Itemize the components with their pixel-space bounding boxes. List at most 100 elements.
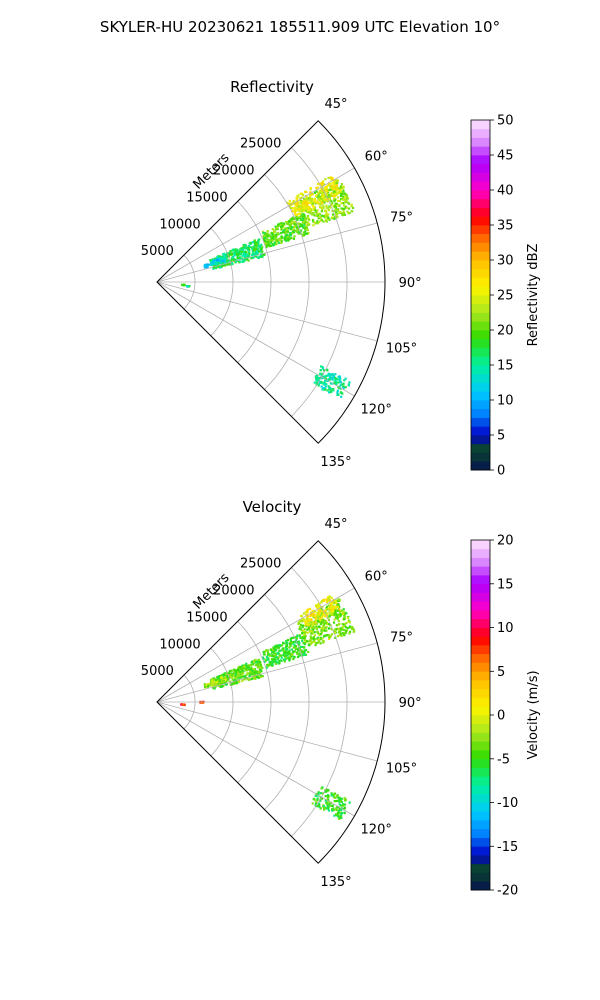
echo-gate-1 bbox=[287, 223, 290, 226]
echo-gate-3 bbox=[230, 672, 233, 675]
echo-gate-0 bbox=[342, 198, 345, 201]
echo-gate-4 bbox=[333, 188, 336, 191]
echo-gate-2 bbox=[277, 644, 280, 647]
echo-gate-0 bbox=[325, 204, 328, 207]
echo-gate-2 bbox=[278, 661, 281, 664]
echo-gate-2 bbox=[221, 264, 224, 267]
echo-gate-0 bbox=[333, 205, 337, 208]
echo-gate-2 bbox=[292, 642, 295, 645]
echo-gate-4 bbox=[325, 187, 328, 190]
echo-gate-0 bbox=[301, 624, 304, 627]
echo-gate-0 bbox=[341, 625, 344, 628]
echo-gate-6 bbox=[336, 391, 339, 394]
echo-gate-0 bbox=[312, 220, 315, 223]
echo-gate-0 bbox=[337, 598, 340, 601]
echo-gate-6 bbox=[315, 800, 318, 803]
echo-gate-0 bbox=[322, 627, 325, 630]
echo-gate-4 bbox=[317, 199, 320, 202]
echo-gate-6 bbox=[323, 808, 326, 811]
echo-gate-6 bbox=[330, 388, 333, 391]
colorbar-label: Reflectivity dBZ bbox=[526, 244, 541, 347]
echo-gate-2 bbox=[282, 651, 286, 654]
echo-gate-2 bbox=[301, 645, 304, 648]
echo-gate-2 bbox=[248, 252, 251, 255]
echo-gate-2 bbox=[246, 247, 249, 250]
echo-gate-2 bbox=[255, 241, 258, 244]
echo-gate-1 bbox=[301, 221, 304, 224]
echo-gate-2 bbox=[237, 251, 240, 254]
echo-gate-6 bbox=[317, 378, 320, 381]
colorbar-tick-label: -15 bbox=[497, 840, 518, 855]
echo-gate-4 bbox=[327, 198, 331, 201]
echo-gate-2 bbox=[247, 245, 250, 248]
echo-gate-2 bbox=[300, 651, 303, 654]
echo-gate-6 bbox=[326, 794, 330, 797]
echo-gate-0 bbox=[303, 216, 307, 219]
echo-gate-0 bbox=[309, 637, 313, 640]
echo-gate-0 bbox=[325, 213, 328, 216]
echo-gate-2 bbox=[283, 658, 286, 661]
echo-gate-3 bbox=[217, 258, 220, 261]
echo-gate-6 bbox=[339, 799, 342, 802]
echo-gate-3 bbox=[246, 664, 249, 668]
colorbar-segment bbox=[471, 610, 490, 620]
echo-gate-1 bbox=[306, 615, 309, 618]
echo-gate-4 bbox=[319, 189, 322, 192]
echo-gate-1 bbox=[283, 238, 286, 241]
echo-gate-6 bbox=[347, 384, 350, 387]
echo-gate-0 bbox=[337, 613, 340, 616]
colorbar-segment bbox=[471, 435, 490, 445]
colorbar: 0 5 10 15 20 25 30 35 40 45 50 Reflectivity dBZ bbox=[470, 114, 541, 479]
echo-gate-4 bbox=[299, 197, 302, 200]
echo-gate-3 bbox=[249, 668, 252, 671]
echo-gate-3 bbox=[241, 668, 244, 671]
echo-gate-1 bbox=[305, 232, 309, 235]
echo-gate-0 bbox=[307, 627, 310, 630]
echo-gate-4 bbox=[223, 678, 226, 681]
echo-gate-4 bbox=[321, 201, 324, 204]
echo-gate-2 bbox=[270, 660, 273, 663]
echo-gate-0 bbox=[328, 608, 331, 611]
echo-gate-4 bbox=[322, 194, 325, 197]
echo-gate-4 bbox=[296, 208, 299, 211]
echo-gate-6 bbox=[318, 802, 321, 805]
colorbar-segment bbox=[471, 592, 490, 602]
theta-tick-label: 120° bbox=[361, 403, 392, 418]
echo-gate-4 bbox=[301, 207, 305, 210]
echo-gate-3 bbox=[238, 665, 241, 669]
echo-gate-6 bbox=[331, 373, 334, 376]
echo-gate-1 bbox=[310, 618, 313, 621]
colorbar-segment bbox=[471, 557, 490, 567]
echo-gate-0 bbox=[311, 632, 315, 635]
echo-gate-6 bbox=[334, 376, 337, 379]
echo-gate-2 bbox=[233, 259, 236, 262]
echo-gate-0 bbox=[341, 622, 344, 626]
echo-gate-0 bbox=[321, 619, 325, 622]
echo-gate-6 bbox=[335, 808, 338, 812]
echo-gate-0 bbox=[322, 220, 325, 223]
echo-gate-1 bbox=[301, 219, 304, 222]
echo-gate-0 bbox=[320, 613, 323, 616]
echo-gate-6 bbox=[342, 808, 345, 811]
echo-gate-1 bbox=[277, 223, 280, 227]
echo-gate-1 bbox=[332, 606, 336, 609]
echo-gate-1 bbox=[290, 222, 293, 225]
echo-gate-0 bbox=[343, 611, 346, 614]
echo-gate-2 bbox=[235, 252, 239, 255]
echo-gate-0 bbox=[335, 214, 338, 217]
echo-gate-2 bbox=[245, 255, 248, 258]
echo-gate-0 bbox=[345, 194, 349, 197]
echo-gate-1 bbox=[272, 234, 276, 237]
echo-gate-4 bbox=[329, 182, 332, 185]
echo-gate-2 bbox=[242, 254, 246, 257]
colorbar-segment bbox=[471, 400, 490, 410]
echo-gate-0 bbox=[340, 193, 343, 196]
echo-gate-0 bbox=[326, 605, 329, 608]
echo-gate-0 bbox=[318, 213, 321, 216]
echo-gate-6 bbox=[334, 379, 337, 382]
echo-gate-3 bbox=[246, 669, 249, 672]
echo-gate-6 bbox=[338, 817, 341, 820]
echo-gate-4 bbox=[317, 202, 320, 205]
echo-gate-0 bbox=[315, 641, 318, 644]
echo-gate-4 bbox=[332, 183, 336, 186]
